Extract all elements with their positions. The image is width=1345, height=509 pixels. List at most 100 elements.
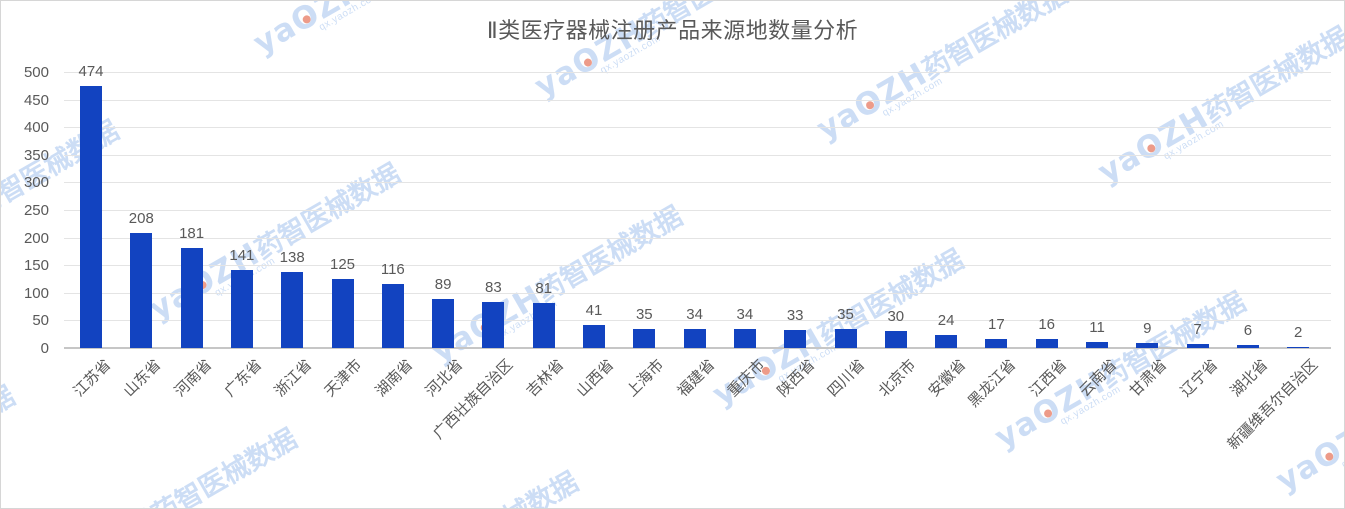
bar — [583, 325, 605, 348]
gridline — [64, 320, 1331, 322]
bar — [683, 329, 706, 348]
bar-value-label: 41 — [585, 302, 603, 320]
x-axis-label-text: 吉林省 — [523, 356, 568, 401]
bar-value-label: 125 — [329, 256, 356, 273]
x-axis-label-text: 江苏省 — [70, 356, 115, 401]
x-axis-label-text: 天津市 — [321, 356, 366, 401]
bar — [985, 338, 1008, 348]
bar-value-label: 116 — [380, 260, 405, 278]
bar-value-label: 141 — [229, 247, 255, 265]
watermark-o-dot-icon: O — [565, 38, 608, 84]
y-tick-label: 0 — [40, 340, 49, 357]
x-axis-label-text: 重庆市 — [724, 356, 769, 401]
x-axis-label-text: 江西省 — [1026, 356, 1071, 401]
y-tick-label: 300 — [23, 174, 49, 192]
bar-value-label: 34 — [736, 306, 754, 324]
x-axis-label-text: 上海市 — [623, 356, 668, 401]
bar — [180, 248, 203, 348]
x-axis-label-text: 安徽省 — [925, 356, 970, 401]
bar-value-label: 9 — [1143, 320, 1152, 338]
bar — [432, 298, 455, 348]
bar — [1035, 339, 1058, 348]
x-axis-label-text: 辽宁省 — [1177, 356, 1221, 401]
x-axis-label-text: 福建省 — [674, 356, 718, 401]
x-axis-label-text: 河北省 — [422, 356, 467, 401]
bar — [281, 271, 304, 348]
bar-value-label: 81 — [535, 280, 553, 298]
bar-value-label: 2 — [1294, 323, 1303, 341]
chart-title: Ⅱ类医疗器械注册产品来源地数量分析 — [486, 18, 859, 43]
x-axis-label-text: 湖南省 — [372, 356, 417, 401]
gridline — [64, 72, 1331, 73]
watermark-cn-text: 药智医械数据 — [249, 158, 406, 266]
gridline — [64, 292, 1331, 294]
y-tick-label: 400 — [23, 119, 49, 137]
bar-value-label: 6 — [1243, 321, 1253, 339]
x-axis-label-text: 新疆维吾尔自治区 — [1224, 356, 1322, 454]
y-tick-label: 200 — [23, 229, 49, 247]
bar — [532, 303, 555, 348]
watermark-o-dot-icon: O — [1307, 432, 1344, 478]
bar-value-label: 35 — [837, 305, 854, 323]
bar-value-label: 34 — [686, 306, 703, 324]
watermark-url: qx.yaozh.com — [776, 341, 841, 385]
x-axis-label-text: 甘肃省 — [1126, 356, 1171, 401]
bar-value-label: 138 — [279, 248, 305, 266]
bar-value-label: 89 — [434, 275, 452, 293]
y-tick-label: 350 — [23, 146, 49, 164]
bar — [482, 302, 505, 348]
x-axis-label-text: 云南省 — [1076, 356, 1121, 401]
x-axis-label-text: 广东省 — [221, 356, 266, 401]
y-tick-label: 450 — [23, 91, 49, 109]
bar-value-label: 83 — [485, 279, 502, 297]
watermark-cn-text: 药智医械数据 — [428, 467, 583, 508]
x-axis-label-text: 陕西省 — [774, 356, 819, 401]
watermark-o-dot-icon: O — [1026, 389, 1068, 435]
gridline — [64, 99, 1331, 101]
gridline — [64, 127, 1331, 129]
bar-value-label: 17 — [988, 315, 1005, 333]
bar-value-label: 30 — [887, 308, 905, 326]
bar — [935, 334, 958, 348]
bar-value-label: 35 — [635, 305, 653, 323]
bar — [331, 279, 354, 348]
bar — [1136, 343, 1159, 348]
red-dot-icon — [1042, 408, 1054, 420]
x-axis-label-text: 山东省 — [120, 356, 165, 401]
watermark-url: qx.yaozh.com — [674, 451, 1009, 508]
x-axis-label-text: 北京市 — [875, 356, 920, 401]
gridline — [64, 182, 1331, 184]
x-axis-label-text: 湖北省 — [1227, 356, 1272, 401]
bar — [130, 233, 153, 348]
bar — [1186, 344, 1209, 348]
watermark-cn-text: 药智医械数据 — [146, 423, 302, 508]
bar — [834, 328, 857, 348]
watermark-url: qx.yaozh.com — [955, 494, 1290, 508]
bar-value-label: 16 — [1038, 316, 1056, 334]
x-axis-label-text: 河南省 — [171, 356, 215, 401]
y-tick-label: 250 — [23, 202, 49, 219]
bar — [381, 283, 404, 348]
bar-value-label: 24 — [937, 311, 955, 329]
bar — [884, 331, 907, 348]
gridline — [64, 237, 1331, 239]
gridline — [64, 154, 1331, 156]
bar — [633, 328, 656, 348]
y-tick-label: 500 — [23, 64, 49, 81]
bar — [80, 86, 102, 348]
red-dot-icon — [1145, 143, 1157, 154]
x-axis-label-text: 黑龙江省 — [965, 356, 1020, 411]
gridline — [64, 265, 1331, 267]
watermark-o-dot-icon: O — [1129, 124, 1172, 170]
bar — [1086, 341, 1108, 348]
watermark-o-dot-icon: O — [848, 81, 890, 126]
x-axis-label-text: 四川省 — [824, 356, 869, 401]
bar-value-label: 33 — [786, 306, 804, 324]
